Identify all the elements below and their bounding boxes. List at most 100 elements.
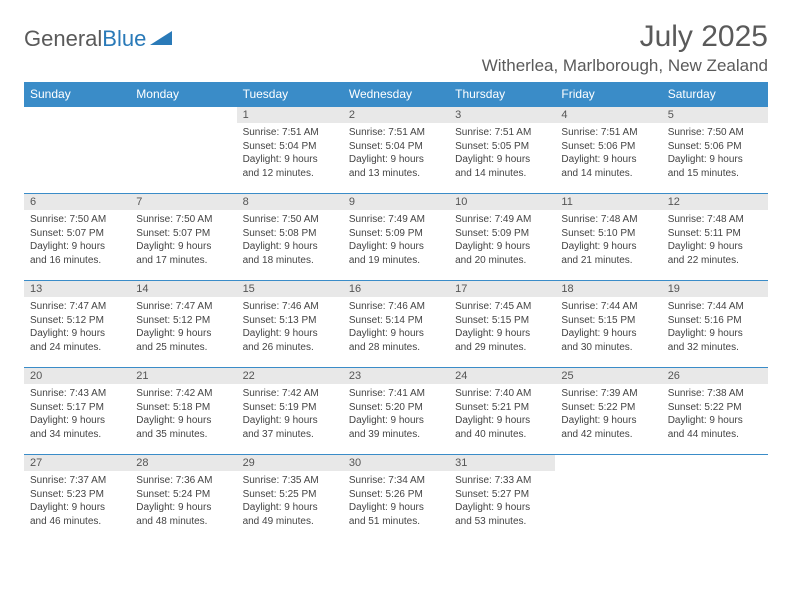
calendar-row: 20Sunrise: 7:43 AMSunset: 5:17 PMDayligh…	[24, 368, 768, 455]
daylight-line: Daylight: 9 hours and 17 minutes.	[136, 240, 230, 267]
day-number: 20	[24, 368, 130, 384]
title-block: July 2025 Witherlea, Marlborough, New Ze…	[482, 20, 768, 76]
location: Witherlea, Marlborough, New Zealand	[482, 56, 768, 76]
calendar-cell: 27Sunrise: 7:37 AMSunset: 5:23 PMDayligh…	[24, 455, 130, 542]
sunset-line: Sunset: 5:12 PM	[136, 314, 230, 328]
day-number: 7	[130, 194, 236, 210]
day-number: 8	[237, 194, 343, 210]
daylight-line: Daylight: 9 hours and 42 minutes.	[561, 414, 655, 441]
calendar-cell: 16Sunrise: 7:46 AMSunset: 5:14 PMDayligh…	[343, 281, 449, 368]
day-details: Sunrise: 7:49 AMSunset: 5:09 PMDaylight:…	[343, 210, 449, 271]
daylight-line: Daylight: 9 hours and 25 minutes.	[136, 327, 230, 354]
calendar-cell: 4Sunrise: 7:51 AMSunset: 5:06 PMDaylight…	[555, 107, 661, 194]
day-details: Sunrise: 7:46 AMSunset: 5:14 PMDaylight:…	[343, 297, 449, 358]
daylight-line: Daylight: 9 hours and 29 minutes.	[455, 327, 549, 354]
calendar-cell: 9Sunrise: 7:49 AMSunset: 5:09 PMDaylight…	[343, 194, 449, 281]
sunrise-line: Sunrise: 7:51 AM	[455, 126, 549, 140]
day-header: Friday	[555, 82, 661, 107]
day-details: Sunrise: 7:51 AMSunset: 5:06 PMDaylight:…	[555, 123, 661, 184]
sunset-line: Sunset: 5:07 PM	[30, 227, 124, 241]
header: GeneralBlue July 2025 Witherlea, Marlbor…	[24, 20, 768, 76]
calendar-cell: 18Sunrise: 7:44 AMSunset: 5:15 PMDayligh…	[555, 281, 661, 368]
day-header: Monday	[130, 82, 236, 107]
sunrise-line: Sunrise: 7:39 AM	[561, 387, 655, 401]
sunset-line: Sunset: 5:12 PM	[30, 314, 124, 328]
day-number: 3	[449, 107, 555, 123]
logo: GeneralBlue	[24, 20, 172, 52]
day-details: Sunrise: 7:50 AMSunset: 5:08 PMDaylight:…	[237, 210, 343, 271]
sunset-line: Sunset: 5:25 PM	[243, 488, 337, 502]
daylight-line: Daylight: 9 hours and 21 minutes.	[561, 240, 655, 267]
sunrise-line: Sunrise: 7:42 AM	[136, 387, 230, 401]
day-details: Sunrise: 7:34 AMSunset: 5:26 PMDaylight:…	[343, 471, 449, 532]
sunset-line: Sunset: 5:19 PM	[243, 401, 337, 415]
sunrise-line: Sunrise: 7:34 AM	[349, 474, 443, 488]
day-details: Sunrise: 7:50 AMSunset: 5:07 PMDaylight:…	[24, 210, 130, 271]
day-number: 21	[130, 368, 236, 384]
sunset-line: Sunset: 5:23 PM	[30, 488, 124, 502]
daylight-line: Daylight: 9 hours and 44 minutes.	[668, 414, 762, 441]
day-details: Sunrise: 7:51 AMSunset: 5:05 PMDaylight:…	[449, 123, 555, 184]
sunset-line: Sunset: 5:04 PM	[243, 140, 337, 154]
sunset-line: Sunset: 5:22 PM	[561, 401, 655, 415]
day-number: 2	[343, 107, 449, 123]
calendar-row: 27Sunrise: 7:37 AMSunset: 5:23 PMDayligh…	[24, 455, 768, 542]
daylight-line: Daylight: 9 hours and 15 minutes.	[668, 153, 762, 180]
daylight-line: Daylight: 9 hours and 14 minutes.	[455, 153, 549, 180]
calendar-cell: 7Sunrise: 7:50 AMSunset: 5:07 PMDaylight…	[130, 194, 236, 281]
day-details: Sunrise: 7:43 AMSunset: 5:17 PMDaylight:…	[24, 384, 130, 445]
day-number: 22	[237, 368, 343, 384]
sunrise-line: Sunrise: 7:33 AM	[455, 474, 549, 488]
calendar-cell: 19Sunrise: 7:44 AMSunset: 5:16 PMDayligh…	[662, 281, 768, 368]
day-header: Tuesday	[237, 82, 343, 107]
sunrise-line: Sunrise: 7:43 AM	[30, 387, 124, 401]
day-details: Sunrise: 7:44 AMSunset: 5:16 PMDaylight:…	[662, 297, 768, 358]
sunset-line: Sunset: 5:27 PM	[455, 488, 549, 502]
daylight-line: Daylight: 9 hours and 24 minutes.	[30, 327, 124, 354]
day-number: 31	[449, 455, 555, 471]
day-header: Saturday	[662, 82, 768, 107]
month-title: July 2025	[482, 20, 768, 54]
day-number: 24	[449, 368, 555, 384]
day-details: Sunrise: 7:50 AMSunset: 5:07 PMDaylight:…	[130, 210, 236, 271]
day-details: Sunrise: 7:45 AMSunset: 5:15 PMDaylight:…	[449, 297, 555, 358]
day-details: Sunrise: 7:47 AMSunset: 5:12 PMDaylight:…	[130, 297, 236, 358]
sunrise-line: Sunrise: 7:36 AM	[136, 474, 230, 488]
day-number: 26	[662, 368, 768, 384]
day-header: Thursday	[449, 82, 555, 107]
calendar-cell: 10Sunrise: 7:49 AMSunset: 5:09 PMDayligh…	[449, 194, 555, 281]
sunset-line: Sunset: 5:18 PM	[136, 401, 230, 415]
sunrise-line: Sunrise: 7:46 AM	[243, 300, 337, 314]
sunset-line: Sunset: 5:10 PM	[561, 227, 655, 241]
day-details: Sunrise: 7:41 AMSunset: 5:20 PMDaylight:…	[343, 384, 449, 445]
day-details: Sunrise: 7:38 AMSunset: 5:22 PMDaylight:…	[662, 384, 768, 445]
sunset-line: Sunset: 5:15 PM	[561, 314, 655, 328]
calendar-cell: 6Sunrise: 7:50 AMSunset: 5:07 PMDaylight…	[24, 194, 130, 281]
day-number: 25	[555, 368, 661, 384]
day-number: 10	[449, 194, 555, 210]
daylight-line: Daylight: 9 hours and 13 minutes.	[349, 153, 443, 180]
sunset-line: Sunset: 5:21 PM	[455, 401, 549, 415]
sunset-line: Sunset: 5:07 PM	[136, 227, 230, 241]
sunset-line: Sunset: 5:06 PM	[561, 140, 655, 154]
day-number: 15	[237, 281, 343, 297]
sunset-line: Sunset: 5:16 PM	[668, 314, 762, 328]
day-details: Sunrise: 7:40 AMSunset: 5:21 PMDaylight:…	[449, 384, 555, 445]
day-header: Sunday	[24, 82, 130, 107]
logo-general: General	[24, 26, 102, 51]
sunset-line: Sunset: 5:14 PM	[349, 314, 443, 328]
calendar-cell: 1Sunrise: 7:51 AMSunset: 5:04 PMDaylight…	[237, 107, 343, 194]
day-number: 16	[343, 281, 449, 297]
calendar-cell: 21Sunrise: 7:42 AMSunset: 5:18 PMDayligh…	[130, 368, 236, 455]
day-number: 5	[662, 107, 768, 123]
sunrise-line: Sunrise: 7:37 AM	[30, 474, 124, 488]
daylight-line: Daylight: 9 hours and 49 minutes.	[243, 501, 337, 528]
sunrise-line: Sunrise: 7:40 AM	[455, 387, 549, 401]
daylight-line: Daylight: 9 hours and 48 minutes.	[136, 501, 230, 528]
day-number: 14	[130, 281, 236, 297]
daylight-line: Daylight: 9 hours and 18 minutes.	[243, 240, 337, 267]
sunrise-line: Sunrise: 7:50 AM	[30, 213, 124, 227]
daylight-line: Daylight: 9 hours and 16 minutes.	[30, 240, 124, 267]
sunrise-line: Sunrise: 7:50 AM	[243, 213, 337, 227]
day-details: Sunrise: 7:36 AMSunset: 5:24 PMDaylight:…	[130, 471, 236, 532]
